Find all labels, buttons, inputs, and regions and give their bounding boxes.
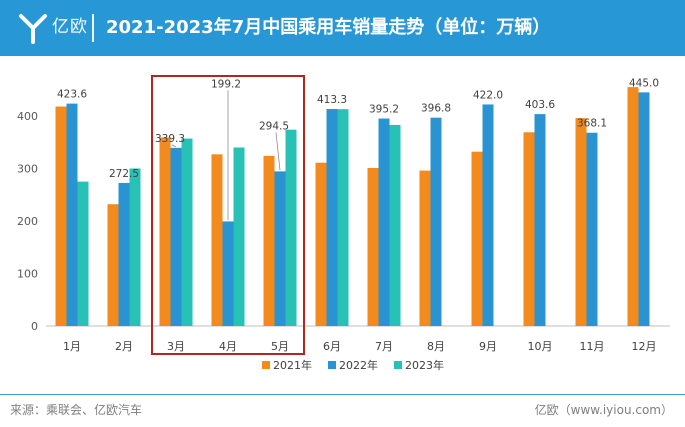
data-label: 294.5	[259, 120, 289, 132]
x-tick-label: 5月	[271, 340, 289, 353]
data-label: 422.0	[473, 89, 503, 101]
chart-header: 亿欧 2021-2023年7月中国乘用车销量走势（单位：万辆）	[0, 0, 685, 56]
bar-2021年-1月	[55, 106, 67, 326]
bar-2022年-2月	[118, 182, 130, 326]
x-tick-label: 11月	[580, 340, 605, 353]
bar-2022年-6月	[326, 109, 338, 326]
x-tick-label: 7月	[375, 340, 393, 353]
bar-2021年-7月	[367, 167, 379, 326]
data-label: 339.3	[155, 133, 185, 145]
bar-2022年-7月	[378, 118, 390, 327]
chart-title: 2021-2023年7月中国乘用车销量走势（单位：万辆）	[106, 17, 551, 38]
bar-2022年-5月	[274, 171, 286, 326]
legend-swatch	[328, 361, 336, 369]
bar-2022年-9月	[482, 104, 494, 326]
bar-2022年-4月	[222, 221, 234, 326]
bar-2022年-12月	[638, 92, 650, 326]
bar-2023年-5月	[285, 129, 297, 326]
data-label: 368.1	[577, 118, 607, 130]
bar-2022年-3月	[170, 147, 182, 326]
y-tick-label: 0	[31, 320, 38, 333]
bar-2023年-6月	[337, 109, 349, 326]
x-tick-label: 1月	[63, 340, 81, 353]
data-label: 403.6	[525, 99, 555, 111]
bar-chart: 0 100 200 300 400 1月 2月 3月 4月 5月 6月 7月 8月 9月 10月 11月 12…	[17, 75, 670, 372]
bar-2023年-4月	[233, 147, 245, 326]
bar-2023年-3月	[181, 138, 193, 326]
data-label-leader	[171, 144, 177, 148]
bar-2021年-4月	[211, 154, 223, 326]
bar-2023年-1月	[77, 181, 89, 326]
bar-2022年-1月	[66, 103, 78, 326]
x-tick-label: 4月	[219, 340, 237, 353]
logo-mark-icon	[19, 14, 47, 44]
y-tick-label: 300	[17, 163, 38, 176]
brand-url: 亿欧（www.iyiou.com）	[534, 403, 673, 417]
bar-2021年-12月	[627, 87, 639, 326]
bar-2021年-10月	[523, 132, 535, 326]
highlight-box	[151, 75, 305, 355]
data-label: 413.3	[317, 94, 347, 106]
legend-label: 2023年	[405, 358, 444, 372]
y-tick-label: 400	[17, 110, 38, 123]
x-tick-label: 12月	[632, 340, 657, 353]
y-tick-label: 100	[17, 268, 38, 281]
bar-2021年-5月	[263, 155, 275, 326]
bar-2021年-9月	[471, 151, 483, 326]
legend-label: 2021年	[273, 358, 312, 372]
bar-2023年-2月	[129, 168, 141, 326]
header-divider	[92, 14, 94, 42]
bar-2021年-2月	[107, 204, 119, 326]
iyiou-logo: 亿欧	[18, 10, 104, 46]
data-label: 272.5	[109, 168, 139, 180]
x-tick-label: 9月	[479, 340, 497, 353]
data-label: 445.0	[629, 77, 659, 89]
x-tick-label: 2月	[115, 340, 133, 353]
legend-label: 2022年	[339, 358, 378, 372]
bar-2021年-6月	[315, 162, 327, 326]
legend-swatch	[394, 361, 402, 369]
legend-swatch	[262, 361, 270, 369]
data-label-leader	[275, 132, 281, 171]
bar-2021年-8月	[419, 170, 431, 326]
bar-2022年-11月	[586, 132, 598, 326]
bar-2022年-8月	[430, 117, 442, 327]
bar-2023年-7月	[389, 124, 401, 326]
x-tick-label: 3月	[167, 340, 185, 353]
bar-2021年-11月	[575, 118, 587, 326]
y-tick-label: 200	[17, 215, 38, 228]
bar-2022年-10月	[534, 114, 546, 326]
x-axis-labels: 1月 2月 3月 4月 5月 6月 7月 8月 9月 10月 11月 12月	[63, 340, 657, 353]
data-label: 396.8	[421, 103, 451, 115]
logo-text: 亿欧	[52, 17, 88, 37]
x-tick-label: 8月	[427, 340, 445, 353]
data-label: 395.2	[369, 104, 399, 116]
x-tick-label: 6月	[323, 340, 341, 353]
data-label: 199.2	[211, 78, 241, 90]
bar-2021年-3月	[159, 137, 171, 326]
source-note: 来源：乘联会、亿欧汽车	[10, 403, 143, 417]
data-labels: 423.6 272.5 339.3 199.2 294.5 413.3 395.2 396.8…	[57, 77, 659, 221]
footer-divider	[0, 394, 685, 395]
legend: 2021年 2022年 2023年	[262, 358, 444, 372]
y-axis-ticks: 0 100 200 300 400	[17, 110, 38, 333]
x-tick-label: 10月	[528, 340, 553, 353]
data-label: 423.6	[57, 89, 87, 101]
bars	[55, 87, 650, 327]
